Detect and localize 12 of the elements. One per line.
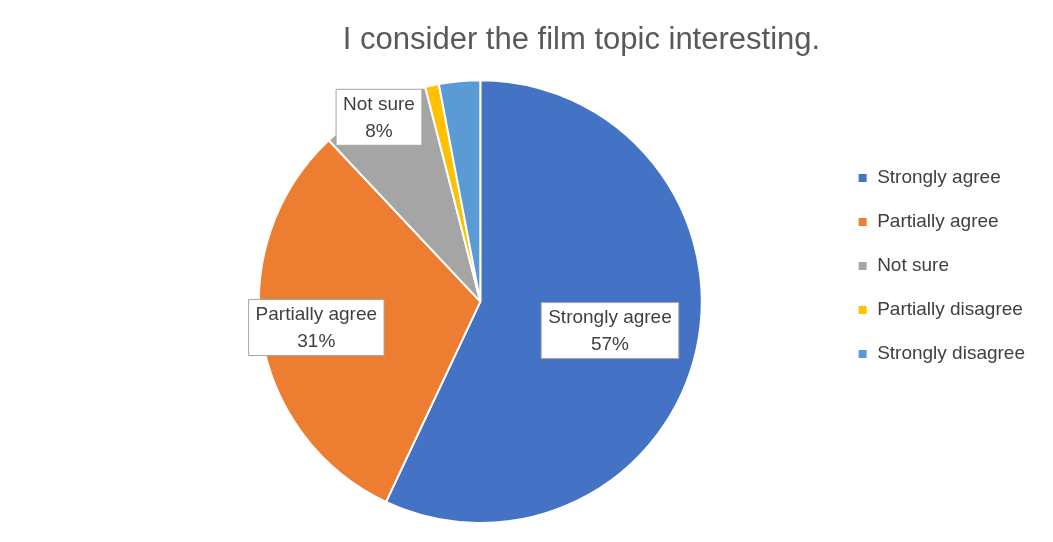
data-label: 8% — [365, 119, 393, 141]
legend-label: Partially agree — [877, 210, 999, 232]
slice-label: Not sure — [343, 92, 415, 114]
slice-label: Partially agree — [255, 302, 378, 324]
data-label: 57% — [590, 332, 630, 354]
chart-title: I consider the film topic interesting. — [342, 21, 821, 57]
legend-label: Strongly disagree — [877, 342, 1026, 364]
slice-label: Strongly agree — [548, 305, 672, 327]
legend-label: Not sure — [877, 254, 949, 276]
data-label: 31% — [297, 329, 336, 351]
legend-label: Partially disagree — [877, 298, 1023, 320]
legend-label: Strongly agree — [877, 166, 1001, 188]
